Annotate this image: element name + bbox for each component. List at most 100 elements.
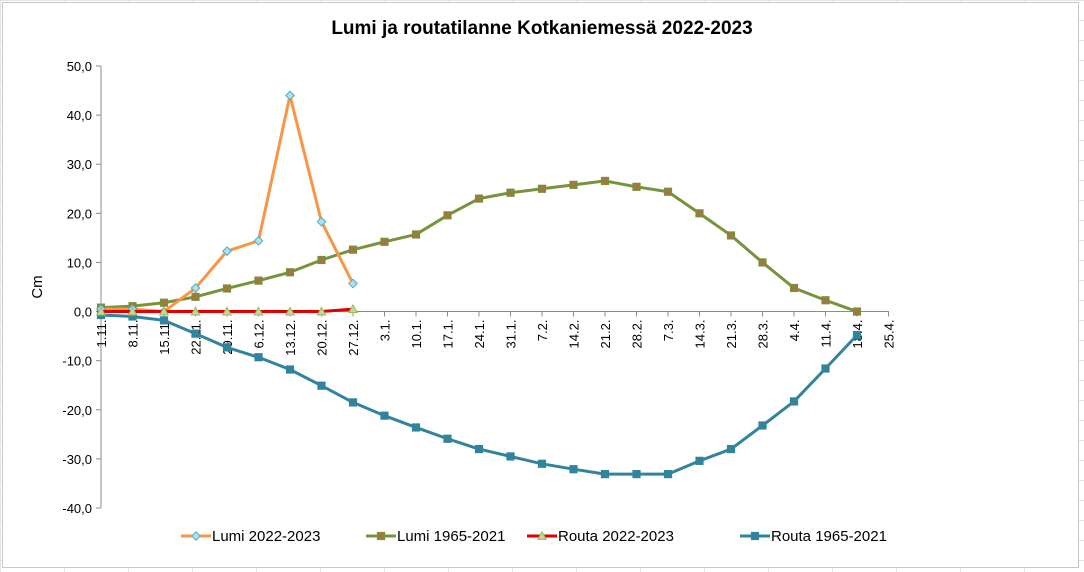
- y-tick-label: -20,0: [62, 403, 92, 418]
- data-point: [537, 459, 547, 468]
- data-point: [600, 176, 610, 186]
- data-point: [380, 237, 389, 246]
- x-tick-label: 14.2.: [567, 320, 582, 349]
- data-point: [789, 283, 799, 293]
- legend-label: Routa 2022-2023: [558, 528, 674, 545]
- y-tick-label: 30,0: [67, 157, 92, 172]
- y-axis-label: Cm: [29, 275, 46, 298]
- chart-title: Lumi ja routatilanne Kotkaniemessä 2022-…: [331, 18, 752, 39]
- series-lumi-1965-2021: [96, 176, 862, 316]
- data-point: [726, 231, 736, 240]
- data-point: [221, 306, 233, 316]
- x-tick-label: 31.1.: [504, 320, 519, 349]
- y-tick-label: -40,0: [62, 501, 92, 516]
- y-tick-label: 20,0: [67, 206, 92, 221]
- legend-label: Lumi 1965-2021: [397, 528, 505, 545]
- data-point: [127, 306, 138, 316]
- x-tick-label: 28.3.: [756, 320, 771, 349]
- data-point: [821, 296, 830, 305]
- data-point: [348, 398, 358, 407]
- data-point: [695, 456, 704, 465]
- data-point: [537, 184, 547, 193]
- data-point: [222, 343, 232, 352]
- x-tick-label: 13.12.: [283, 320, 298, 356]
- data-point: [253, 306, 264, 316]
- x-tick-label: 24.1.: [472, 320, 487, 349]
- x-tick-label: 25.4.: [882, 320, 897, 349]
- data-point: [758, 421, 767, 430]
- data-point: [758, 258, 767, 267]
- x-tick-label: 15.11.: [157, 320, 172, 355]
- data-point: [254, 353, 263, 362]
- data-point: [190, 306, 201, 316]
- series-routa-1965-2021: [96, 310, 862, 479]
- data-point: [852, 307, 862, 316]
- data-point: [348, 245, 358, 254]
- data-point: [190, 283, 201, 293]
- data-point: [316, 306, 327, 316]
- x-tick-label: 3.1.: [378, 320, 393, 342]
- data-point: [191, 329, 200, 338]
- axes: [96, 65, 889, 509]
- data-point: [821, 364, 830, 373]
- data-point: [852, 331, 862, 340]
- y-tick-label: 10,0: [67, 255, 92, 270]
- x-tick-label: 6.12.: [252, 320, 267, 349]
- legend-marker: [536, 530, 548, 540]
- y-tick-label: -10,0: [62, 354, 92, 369]
- x-tick-label: 7.2.: [535, 320, 550, 342]
- x-tick-label: 20.12.: [315, 320, 330, 356]
- x-tick-label: 10.1.: [409, 320, 424, 349]
- data-point: [285, 365, 295, 374]
- y-tick-label: -30,0: [62, 452, 92, 467]
- x-tick-label: 14.3.: [693, 320, 708, 349]
- legend-marker: [750, 531, 760, 541]
- data-point: [569, 180, 578, 189]
- x-tick-label: 17.1.: [441, 320, 456, 349]
- x-tick-labels: 1.11.8.11.15.11.22.11.29.11.6.12.13.12.2…: [94, 320, 897, 356]
- data-point: [316, 216, 327, 227]
- data-point: [443, 434, 452, 443]
- data-point: [158, 306, 170, 316]
- x-tick-label: 21.3.: [724, 320, 739, 349]
- data-point: [317, 381, 326, 390]
- legend-item-routa-1965-2021: Routa 1965-2021: [740, 528, 887, 545]
- y-tick-label: 0,0: [74, 305, 92, 320]
- data-point: [222, 246, 232, 257]
- x-tick-label: 8.11.: [126, 320, 141, 348]
- legend: Lumi 2022-2023 Lumi 1965-2021 Routa 2022-2…: [181, 528, 887, 545]
- data-point: [789, 397, 799, 406]
- data-point: [159, 316, 169, 325]
- data-point: [253, 235, 264, 246]
- y-tick-label: 50,0: [67, 59, 92, 74]
- data-point: [411, 423, 421, 432]
- data-point: [285, 268, 295, 277]
- x-tick-label: 4.4.: [787, 320, 802, 342]
- legend-item-lumi-2022-2023: Lumi 2022-2023: [181, 528, 320, 545]
- data-point: [317, 255, 326, 265]
- legend-label: Lumi 2022-2023: [212, 528, 320, 545]
- x-tick-label: 1.11.: [94, 320, 109, 348]
- series-routa-2022-2023: [95, 303, 359, 316]
- data-point: [632, 470, 641, 479]
- data-point: [347, 303, 359, 313]
- legend-marker: [376, 531, 386, 541]
- data-point: [506, 452, 515, 461]
- data-point: [569, 465, 578, 474]
- legend-marker: [191, 531, 201, 541]
- x-tick-label: 11.4.: [819, 320, 834, 348]
- legend-label: Routa 1965-2021: [771, 528, 887, 545]
- x-tick-label: 21.2.: [598, 320, 613, 349]
- data-point: [222, 284, 232, 293]
- data-point: [663, 470, 673, 479]
- x-tick-label: 7.3.: [661, 320, 676, 342]
- data-point: [474, 194, 484, 203]
- series-line: [99, 93, 355, 314]
- data-point: [506, 188, 515, 197]
- data-point: [285, 90, 295, 101]
- data-point: [663, 187, 673, 196]
- data-point: [411, 230, 421, 239]
- data-point: [443, 211, 452, 220]
